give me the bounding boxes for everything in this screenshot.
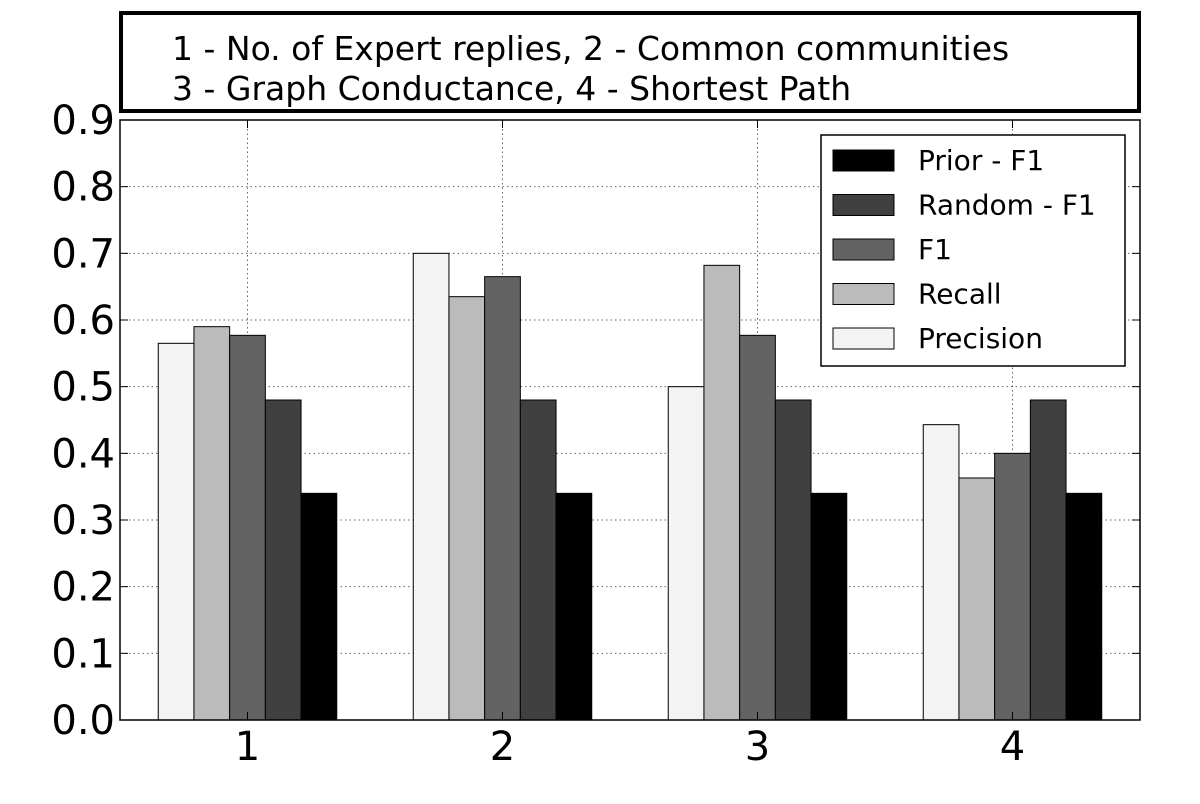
y-tick-label: 0.6: [51, 298, 115, 344]
bar-f1: [739, 334, 776, 721]
bar-precision: [667, 386, 705, 721]
x-tick-label: 2: [490, 724, 515, 770]
bar-prior-f1: [300, 492, 338, 721]
legend-swatch: [832, 238, 895, 261]
y-tick-label: 0.2: [51, 565, 115, 611]
y-tick-label: 0.0: [51, 698, 115, 744]
legend-swatch: [832, 327, 895, 350]
bar-recall: [448, 296, 486, 721]
legend-label: Prior - F1: [918, 144, 1044, 177]
legend-label: Precision: [918, 322, 1043, 355]
bar-random-f1: [264, 399, 302, 721]
title-line-1: 1 - No. of Expert replies, 2 - Common co…: [172, 29, 1009, 68]
y-tick-label: 0.5: [51, 365, 115, 411]
legend-label: Random - F1: [918, 189, 1096, 222]
legend-swatch: [832, 283, 895, 305]
y-tick-label: 0.8: [51, 165, 115, 211]
y-tick-label: 0.7: [51, 231, 115, 277]
legend-swatch: [832, 194, 895, 216]
grid-layer: [120, 120, 1140, 720]
bar-prior-f1: [810, 492, 848, 721]
legend-swatch: [832, 149, 895, 172]
bars-layer: [157, 252, 1103, 721]
bar-f1: [484, 276, 521, 721]
plot-frame: [119, 119, 1141, 721]
bar-precision: [157, 342, 195, 721]
bar-random-f1: [1029, 399, 1067, 721]
y-tick-label: 0.4: [51, 431, 115, 477]
bar-precision: [922, 424, 960, 721]
y-tick-label: 0.3: [51, 498, 115, 544]
x-tick-label: 3: [745, 724, 770, 770]
x-tick-label: 1: [235, 724, 260, 770]
title-box: [119, 11, 1141, 113]
bar-recall: [193, 326, 231, 721]
y-tick-label: 0.1: [51, 631, 115, 677]
bar-f1: [994, 452, 1031, 721]
title-line-2: 3 - Graph Conductance, 4 - Shortest Path: [172, 69, 851, 108]
legend-label: Recall: [918, 278, 1002, 311]
bar-prior-f1: [555, 492, 593, 721]
bar-recall: [703, 264, 741, 721]
bar-recall: [958, 477, 996, 721]
legend: Prior - F1 Random - F1 F1 Recall Precision: [820, 134, 1126, 367]
x-tick-label: 4: [1000, 724, 1025, 770]
bar-precision: [412, 252, 450, 721]
legend-label: F1: [918, 233, 952, 266]
bar-random-f1: [774, 399, 812, 721]
ticks-layer: 0.0 0.1 0.2 0.3 0.4 0.5 0.6 0.7 0.8 0.9 1 2 3 4: [51, 98, 1140, 770]
bar-prior-f1: [1065, 492, 1103, 721]
bar-random-f1: [519, 399, 557, 721]
bar-f1: [229, 334, 266, 721]
y-tick-label: 0.9: [51, 98, 115, 144]
